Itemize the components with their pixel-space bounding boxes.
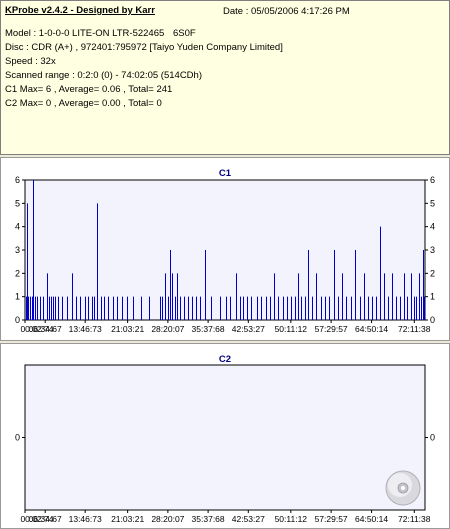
y-tick-label-left: 5 [15,198,20,208]
x-tick-label: 06:34:67 [29,324,62,334]
c2-chart-title: C2 [218,354,232,365]
x-tick-label: 57:29:57 [315,324,348,334]
c1-chart-title: C1 [218,168,232,179]
x-tick-label: 42:53:27 [232,324,265,334]
y-tick-label-left: 4 [15,222,20,232]
scan-date: Date : 05/05/2006 4:17:26 PM [223,6,350,17]
x-tick-label: 72:11:38 [398,514,431,524]
y-tick-label-right: 3 [430,245,435,255]
c2-chart-panel: C2 0 0 00:02:74 06:34:67 13:46:73 21:03:21 28:… [0,343,450,529]
disc-hole [401,486,405,490]
x-tick-label: 42:53:27 [232,514,265,524]
cd-disc-icon [385,470,421,506]
y-tick-label-left: 2 [15,268,20,278]
scan-speed: Speed : 32x [5,56,56,67]
plot-area [24,364,426,511]
x-tick-label: 64:50:14 [355,514,388,524]
x-tick-label: 21:03:21 [111,514,144,524]
app-title: KProbe v2.4.2 - Designed by Karr [5,5,155,16]
c2-stats: C2 Max= 0 , Average= 0.00 , Total= 0 [5,98,162,109]
y-tick-label-right: 5 [430,198,435,208]
y-tick-label-right: 0 [430,315,435,325]
y-tick-label-right: 1 [430,292,435,302]
x-tick-label: 00:02:74 [20,324,53,334]
y-tick-label-right: 2 [430,268,435,278]
y-tick-label-left: 3 [15,245,20,255]
y-tick-label-left: 1 [15,292,20,302]
disc-info: Disc : CDR (A+) , 972401:795972 [Taiyo Y… [5,42,283,53]
y-tick-label-left: 0 [15,315,20,325]
c1-stats: C1 Max= 6 , Average= 0.06 , Total= 241 [5,84,173,95]
info-panel: KProbe v2.4.2 - Designed by Karr Date : … [0,0,450,155]
y-tick-label-right: 0 [430,433,435,443]
x-tick-label: 50:11:12 [275,514,308,524]
drive-model: Model : 1-0-0-0 LITE-ON LTR-522465 [5,28,165,39]
y-tick-label-left: 0 [15,433,20,443]
y-tick-label-left: 6 [15,175,20,185]
c1-chart-panel: C1 0 0 1 1 2 2 3 3 4 4 5 5 6 6 00:02:74 06:34:67 13:46:7… [0,157,450,341]
x-tick-label: 06:34:67 [29,514,62,524]
x-tick-label: 64:50:14 [355,324,388,334]
drive-firmware: 6S0F [173,28,196,39]
x-tick-label: 00:02:74 [20,514,53,524]
scanned-range: Scanned range : 0:2:0 (0) - 74:02:05 (51… [5,70,202,81]
plot-area [24,179,426,321]
x-tick-label: 28:20:07 [151,324,184,334]
x-tick-label: 35:37:68 [192,514,225,524]
x-tick-label: 50:11:12 [275,324,308,334]
y-tick-label-right: 6 [430,175,435,185]
x-tick-label: 72:11:38 [398,324,431,334]
x-tick-label: 28:20:07 [151,514,184,524]
x-tick-label: 21:03:21 [111,324,144,334]
x-tick-label: 13:46:73 [69,514,102,524]
x-tick-label: 13:46:73 [69,324,102,334]
x-tick-label: 35:37:68 [192,324,225,334]
x-tick-label: 57:29:57 [315,514,348,524]
y-tick-label-right: 4 [430,222,435,232]
